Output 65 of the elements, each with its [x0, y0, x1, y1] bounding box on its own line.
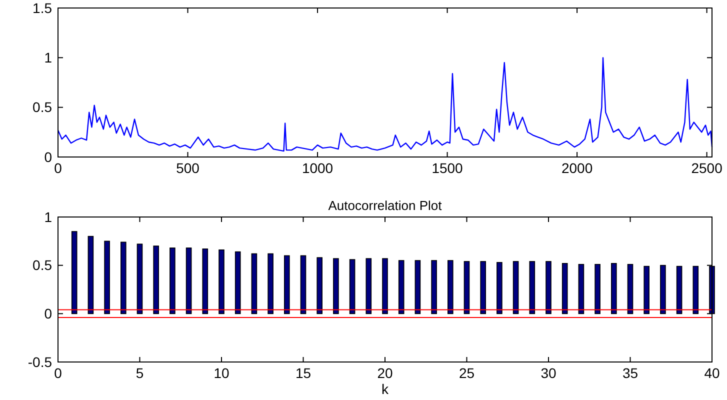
bar	[464, 261, 470, 314]
x-tick-label: 20	[377, 365, 393, 381]
line-series	[57, 57, 713, 152]
bar	[170, 248, 176, 314]
x-tick-label: 2500	[691, 160, 723, 176]
bar	[414, 260, 421, 314]
bar	[529, 261, 536, 314]
bar	[512, 261, 519, 314]
x-tick-label: 0	[54, 160, 62, 176]
x-axis-title: k	[382, 381, 390, 397]
bar	[398, 260, 404, 314]
bar	[186, 248, 192, 314]
x-tick-label: 40	[704, 365, 720, 381]
y-tick-label: 0.5	[32, 99, 52, 116]
x-tick-label: 1500	[432, 160, 464, 176]
x-tick-label: 35	[622, 365, 638, 381]
bar	[627, 264, 634, 314]
bar	[120, 242, 126, 314]
bar	[578, 264, 584, 314]
x-tick-label: 1000	[302, 160, 334, 176]
bar	[660, 264, 666, 314]
bar	[284, 255, 290, 314]
bar	[251, 253, 258, 314]
bar	[546, 261, 552, 314]
y-tick-label: 1	[44, 50, 52, 66]
bar	[676, 266, 682, 314]
x-tick-label: 15	[295, 365, 312, 381]
y-tick-label: 0	[44, 306, 52, 322]
bar	[268, 253, 274, 314]
bar	[349, 259, 356, 314]
bar	[382, 258, 388, 314]
bar	[431, 260, 437, 314]
bar	[218, 249, 224, 314]
bar	[333, 258, 339, 314]
chart-title: Autocorrelation Plot	[328, 198, 442, 213]
bar	[300, 255, 306, 314]
bar	[692, 266, 699, 314]
x-tick-label: 500	[176, 160, 200, 176]
y-tick-label: 0	[44, 148, 52, 165]
x-tick-label: 5	[136, 365, 144, 381]
bar	[496, 262, 502, 314]
bar	[316, 257, 322, 314]
bar	[448, 260, 454, 314]
bar	[366, 258, 372, 314]
bar	[88, 236, 94, 314]
y-tick-label: -0.5	[28, 354, 52, 370]
x-tick-label: 2000	[561, 160, 593, 176]
y-tick-label: 0.5	[32, 257, 52, 274]
x-tick-label: 0	[54, 365, 62, 381]
y-tick-label: 1.5	[32, 0, 52, 16]
bar	[202, 248, 208, 314]
bar	[71, 231, 78, 314]
x-tick-label: 25	[458, 365, 475, 381]
bar	[480, 261, 486, 314]
bar	[234, 251, 241, 314]
bar	[136, 244, 143, 314]
bar	[594, 264, 600, 314]
x-tick-label: 30	[540, 365, 556, 381]
bar	[562, 263, 568, 314]
bar	[611, 263, 617, 314]
x-tick-label: 10	[214, 365, 230, 381]
bar	[644, 266, 650, 314]
y-tick-label: 1	[44, 208, 52, 225]
bar	[153, 246, 159, 314]
bar	[104, 240, 110, 314]
